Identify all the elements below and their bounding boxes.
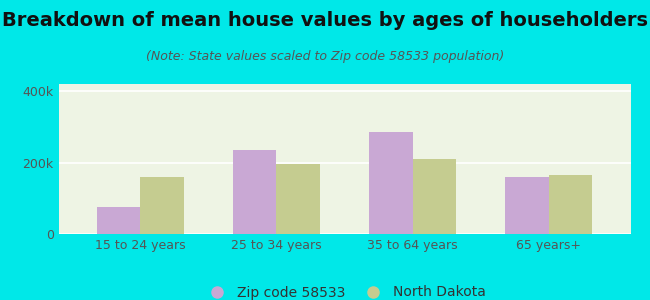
Bar (549, 175, 592, 234)
Bar (413, 159, 456, 234)
Text: (Note: State values scaled to Zip code 58533 population): (Note: State values scaled to Zip code 5… (146, 50, 504, 64)
Bar (505, 177, 549, 234)
Bar (369, 132, 413, 234)
Bar (276, 164, 320, 234)
Legend: Zip code 58533, North Dakota: Zip code 58533, North Dakota (198, 280, 491, 300)
Bar (233, 150, 276, 234)
Bar (140, 177, 184, 234)
Bar (97, 207, 140, 234)
Text: Breakdown of mean house values by ages of householders: Breakdown of mean house values by ages o… (2, 11, 648, 31)
